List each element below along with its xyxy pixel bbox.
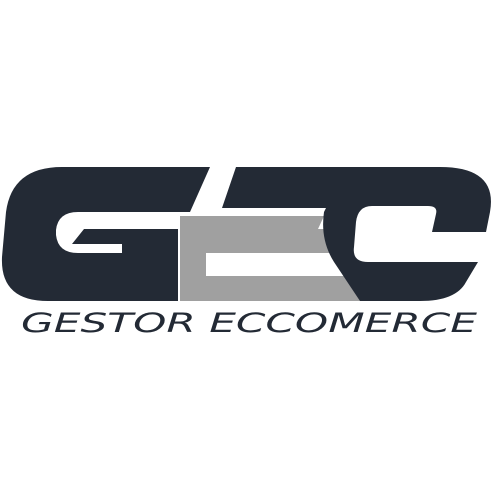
- letter-c: [222, 167, 491, 301]
- tagline: GESTOR ECCOMERCE: [21, 308, 477, 339]
- letter-e: [180, 216, 360, 301]
- tagline-text: GESTOR ECCOMERCE: [21, 308, 477, 339]
- letter-g: [1, 167, 211, 301]
